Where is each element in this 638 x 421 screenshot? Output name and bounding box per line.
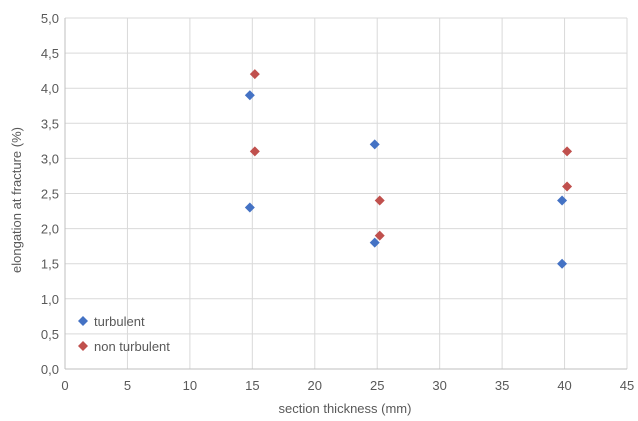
x-tick-label: 10 [183, 378, 197, 393]
data-point-non-turbulent [374, 195, 385, 206]
data-point-non-turbulent [249, 69, 260, 80]
x-tick-label: 30 [432, 378, 446, 393]
y-tick-label: 0,0 [41, 362, 59, 377]
x-tick-label: 25 [370, 378, 384, 393]
y-tick-label: 2,5 [41, 187, 59, 202]
y-tick-label: 3,0 [41, 151, 59, 166]
x-tick-label: 15 [245, 378, 259, 393]
grid-lines [65, 17, 628, 369]
x-tick-label: 40 [557, 378, 571, 393]
data-point-non-turbulent [562, 181, 573, 192]
data-point-turbulent [557, 258, 568, 269]
x-tick-label: 45 [620, 378, 634, 393]
x-tick-labels: 0 5 10 15 20 25 30 35 40 45 [61, 378, 634, 393]
legend-marker-turbulent [78, 316, 88, 326]
data-point-non-turbulent [374, 230, 385, 241]
y-tick-label: 4,5 [41, 46, 59, 61]
x-axis-label: section thickness (mm) [279, 401, 412, 416]
legend-label-non-turbulent: non turbulent [94, 339, 170, 354]
y-tick-label: 0,5 [41, 327, 59, 342]
data-point-turbulent [369, 139, 380, 150]
axes [64, 18, 627, 370]
data-points [244, 69, 573, 269]
data-point-non-turbulent [249, 146, 260, 157]
x-tick-label: 5 [124, 378, 131, 393]
legend-item-non-turbulent: non turbulent [78, 339, 170, 354]
y-tick-label: 4,0 [41, 81, 59, 96]
x-tick-label: 35 [495, 378, 509, 393]
data-point-turbulent [244, 90, 255, 101]
data-point-non-turbulent [562, 146, 573, 157]
data-point-turbulent [557, 195, 568, 206]
data-point-turbulent [244, 202, 255, 213]
y-tick-label: 3,5 [41, 116, 59, 131]
data-point-turbulent [369, 237, 380, 248]
x-tick-label: 20 [308, 378, 322, 393]
x-tick-label: 0 [61, 378, 68, 393]
y-axis-label: elongation at fracture (%) [9, 127, 24, 273]
legend-label-turbulent: turbulent [94, 314, 145, 329]
legend: turbulent non turbulent [78, 314, 170, 354]
legend-item-turbulent: turbulent [78, 314, 145, 329]
y-tick-label: 1,5 [41, 257, 59, 272]
y-tick-label: 1,0 [41, 292, 59, 307]
legend-marker-non-turbulent [78, 341, 88, 351]
y-tick-label: 2,0 [41, 222, 59, 237]
y-tick-label: 5,0 [41, 11, 59, 26]
y-tick-labels: 0,0 0,5 1,0 1,5 2,0 2,5 3,0 3,5 4,0 4,5 5,0 [41, 11, 59, 377]
